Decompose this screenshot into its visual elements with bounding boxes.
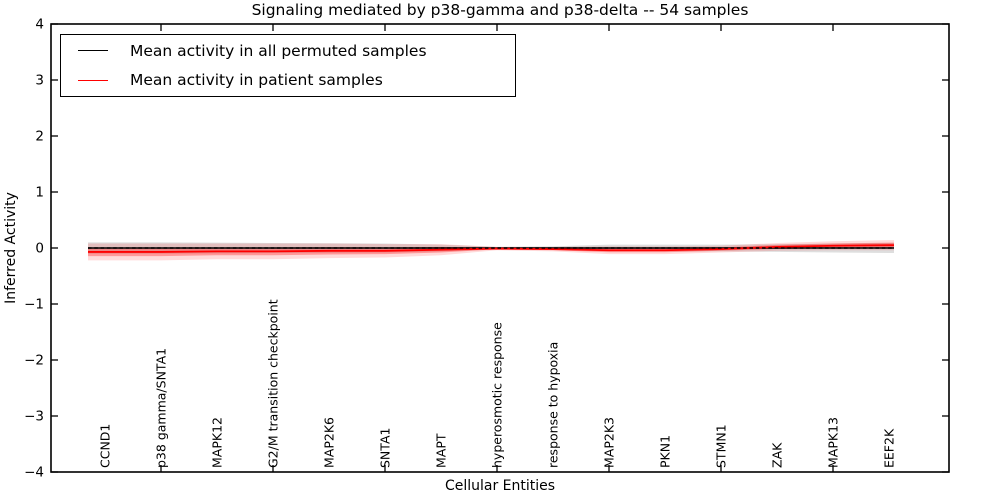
x-tick-label: response to hypoxia [546, 342, 561, 468]
permuted-line-sample-icon [78, 50, 108, 52]
x-tick-label: MAPK12 [210, 417, 225, 468]
y-tick-label: −4 [24, 465, 44, 481]
x-tick-label: PKN1 [658, 435, 673, 468]
y-axis-title: Inferred Activity [3, 192, 19, 304]
legend-label-permuted: Mean activity in all permuted samples [130, 41, 427, 60]
patient-line-sample-icon [78, 79, 108, 81]
x-tick-label: EEF2K [882, 428, 897, 468]
y-tick-label: −1 [24, 297, 44, 313]
y-tick-label: 1 [35, 185, 44, 201]
y-tick-label: 2 [35, 129, 44, 145]
x-tick-label: p38 gamma/SNTA1 [154, 348, 169, 468]
x-tick-label: ZAK [770, 442, 785, 468]
y-tick-label: 0 [35, 241, 44, 257]
y-tick-label: −2 [24, 353, 44, 369]
y-tick-label: −3 [24, 409, 44, 425]
x-tick-label: hyperosmotic response [490, 322, 505, 468]
x-tick-label: CCND1 [98, 424, 113, 468]
x-tick-label: MAPK13 [826, 417, 841, 468]
x-tick-label: MAPT [434, 433, 449, 468]
chart-title: Signaling mediated by p38-gamma and p38-… [251, 1, 749, 19]
legend-item-permuted: Mean activity in all permuted samples [61, 37, 515, 65]
legend: Mean activity in all permuted samples Me… [60, 34, 516, 97]
x-tick-label: MAP2K3 [602, 417, 617, 468]
x-tick-label: G2/M transition checkpoint [266, 299, 281, 468]
x-tick-label: SNTA1 [378, 428, 393, 468]
y-tick-label: 4 [35, 17, 44, 33]
x-tick-label: STMN1 [714, 424, 729, 468]
x-tick-label: MAP2K6 [322, 417, 337, 468]
y-tick-label: 3 [35, 73, 44, 89]
legend-item-patient: Mean activity in patient samples [61, 66, 515, 94]
legend-label-patient: Mean activity in patient samples [130, 71, 383, 90]
x-axis-title: Cellular Entities [444, 478, 556, 494]
